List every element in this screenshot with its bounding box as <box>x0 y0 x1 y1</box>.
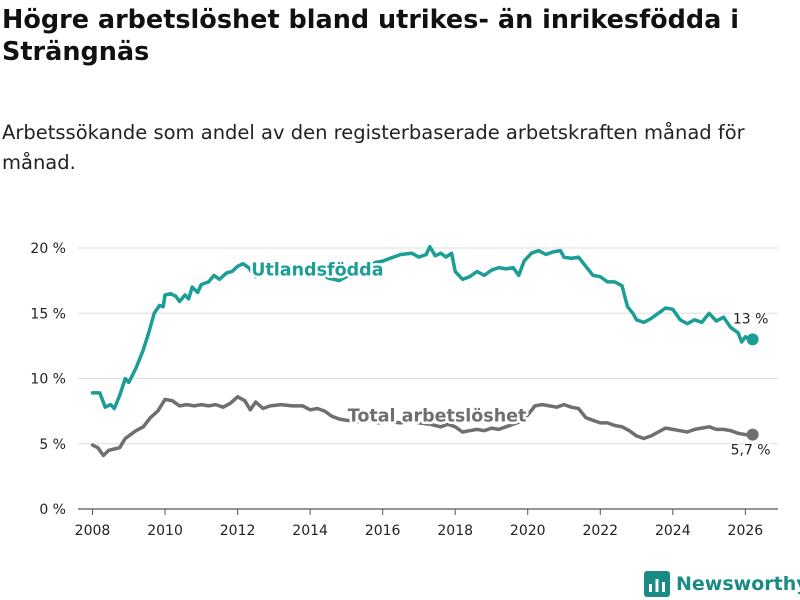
series-name-label: Total arbetslöshet <box>348 407 527 427</box>
y-tick-label: 10 % <box>30 372 66 388</box>
series-end-point <box>746 333 759 346</box>
labels: 13 % 5,7 % Utlandsfödda Total arbetslöshet <box>249 258 773 461</box>
series-line <box>90 395 755 458</box>
x-tick-label: 2014 <box>292 523 328 539</box>
x-tick-label: 2018 <box>437 523 473 539</box>
chart-title: Högre arbetslöshet bland utrikes- än inr… <box>2 5 740 67</box>
axes: 0 % 5 % 10 % 15 % 20 % 2008 2010 2012 2014 2016 20… <box>30 241 763 539</box>
x-tick-label: 2012 <box>220 523 256 539</box>
y-tick-label: 5 % <box>39 437 66 453</box>
series-name-label: Utlandsfödda <box>251 260 383 280</box>
newsworthy-wordmark: Newsworthy <box>676 573 800 595</box>
x-tick-label: 2010 <box>147 523 183 539</box>
y-tick-label: 20 % <box>30 241 66 257</box>
x-tick-label: 2020 <box>510 523 546 539</box>
newsworthy-brand: Newsworthy <box>644 570 800 598</box>
series <box>90 244 759 458</box>
x-tick-label: 2022 <box>582 523 618 539</box>
series-line <box>90 244 755 411</box>
x-tick-label: 2016 <box>365 523 401 539</box>
chart-subtitle: Arbetssökande som andel av den registerb… <box>2 121 745 174</box>
series-end-label: 13 % <box>733 311 769 327</box>
x-tick-label: 2026 <box>728 523 764 539</box>
gridlines <box>78 247 778 510</box>
y-tick-label: 15 % <box>30 306 66 322</box>
series-end-label: 5,7 % <box>731 443 771 459</box>
x-tick-label: 2008 <box>75 523 111 539</box>
newsworthy-logo-icon <box>644 571 670 597</box>
series-end-point <box>746 428 759 441</box>
y-tick-label: 0 % <box>39 502 66 518</box>
x-tick-label: 2024 <box>655 523 691 539</box>
